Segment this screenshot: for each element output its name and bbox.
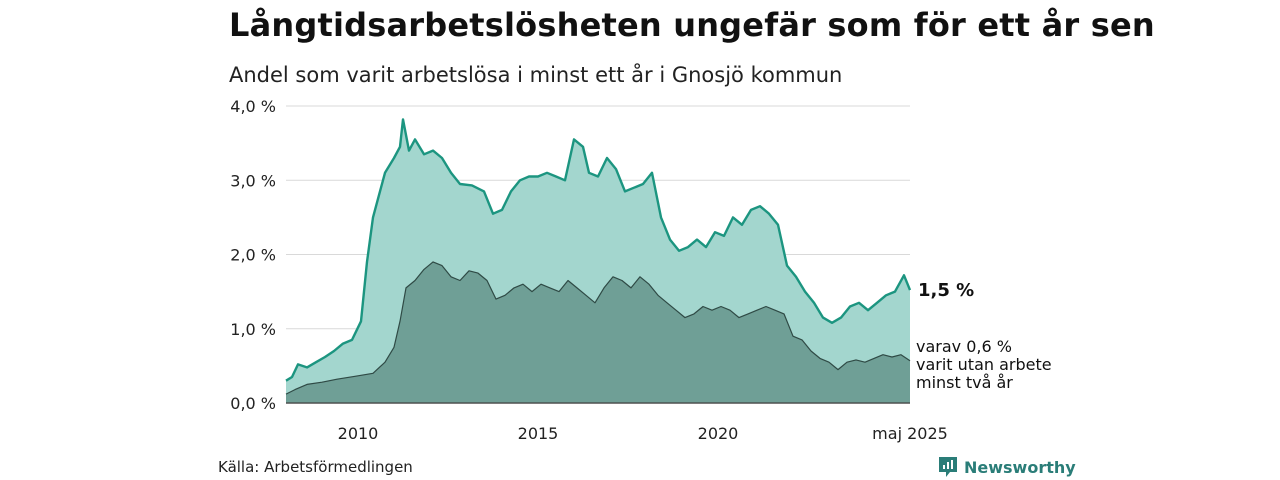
series-line-long <box>285 261 911 395</box>
chart-subtitle: Andel som varit arbetslösa i minst ett å… <box>229 63 843 87</box>
series-line-total <box>285 118 912 382</box>
y-tick-label: 1,0 % <box>230 320 276 339</box>
brand-name: Newsworthy <box>964 457 1076 477</box>
x-tick-label: 2020 <box>698 424 739 443</box>
x-tick-label: 2015 <box>518 424 559 443</box>
y-tick-label: 4,0 % <box>230 97 276 116</box>
x-tick-label: 2010 <box>338 424 379 443</box>
series-end-label-long: varav 0,6 % <box>916 337 1012 356</box>
series-area-long <box>286 261 910 403</box>
series-layer <box>285 118 912 404</box>
newsworthy-logo-icon <box>939 457 957 477</box>
x-tick-label: maj 2025 <box>872 424 948 443</box>
brand-logo: Newsworthy <box>938 456 1076 478</box>
source-note: Källa: Arbetsförmedlingen <box>218 458 413 476</box>
series-end-label-long: varit utan arbete <box>916 355 1052 374</box>
axis-labels: 0,0 % 1,0 % 2,0 % 3,0 % 4,0 % 2010 2015 2020 maj… <box>230 97 948 443</box>
y-tick-label: 3,0 % <box>230 171 276 190</box>
series-end-label-total: 1,5 % <box>918 280 974 301</box>
y-tick-label: 2,0 % <box>230 246 276 265</box>
series-end-label-long: minst två år <box>916 373 1013 392</box>
chart-title: Långtidsarbetslösheten ungefär som för e… <box>229 6 1155 44</box>
y-tick-label: 0,0 % <box>230 394 276 413</box>
